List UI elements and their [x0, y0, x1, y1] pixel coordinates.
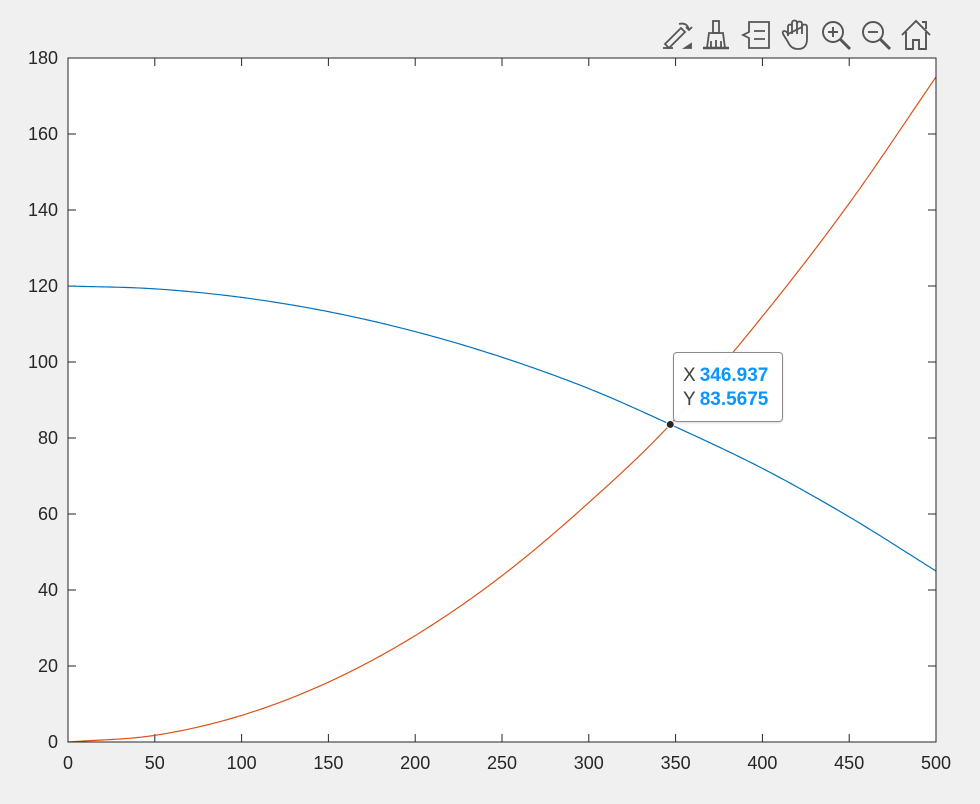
x-tick-label: 500 [921, 753, 951, 773]
y-tick-label: 140 [28, 200, 58, 220]
y-tick-label: 180 [28, 48, 58, 68]
y-tick-label: 0 [48, 732, 58, 752]
y-tick-label: 80 [38, 428, 58, 448]
axes-box [67, 57, 937, 743]
series-line-2[interactable] [67, 76, 937, 743]
zoom-in-button[interactable] [816, 16, 856, 54]
tick-labels: 0 50 100 150 200 250 300 350 400 450 500 0 20 40 60 80 1… [28, 48, 951, 773]
x-tick-label: 450 [834, 753, 864, 773]
x-tick-label: 200 [400, 753, 430, 773]
x-tick-label: 350 [661, 753, 691, 773]
datatip-x-row: X 346.937 [683, 364, 782, 388]
y-tick-label: 100 [28, 352, 58, 372]
series-layer [67, 76, 937, 743]
x-tick-label: 400 [747, 753, 777, 773]
datatip-y-value: 83.5675 [699, 389, 769, 410]
x-tick-label: 0 [63, 753, 73, 773]
edit-plot-icon [663, 22, 693, 50]
brush-icon [703, 20, 729, 50]
datatip[interactable]: X 346.937 Y 83.5675 [673, 352, 783, 422]
home-icon [901, 19, 931, 50]
series-line-1[interactable] [67, 285, 937, 572]
data-cursor-button[interactable] [736, 16, 776, 54]
home-button[interactable] [896, 16, 936, 54]
x-tick-label: 300 [574, 753, 604, 773]
datatip-x-label: X [683, 365, 696, 386]
y-tick-label: 40 [38, 580, 58, 600]
y-tick-label: 120 [28, 276, 58, 296]
datatip-marker[interactable] [665, 419, 675, 429]
y-tick-label: 60 [38, 504, 58, 524]
y-tick-label: 20 [38, 656, 58, 676]
marker-layer [665, 419, 675, 429]
zoom-out-icon [862, 21, 892, 51]
pan-hand-icon [781, 19, 808, 50]
x-tick-label: 250 [487, 753, 517, 773]
x-tick-label: 50 [145, 753, 165, 773]
datatip-y-label: Y [683, 389, 696, 410]
datatip-y-row: Y 83.5675 [683, 388, 782, 412]
zoom-in-icon [822, 21, 852, 51]
edit-plot-button[interactable] [656, 16, 696, 54]
y-tick-label: 160 [28, 124, 58, 144]
data-cursor-icon [740, 21, 770, 49]
x-tick-label: 150 [313, 753, 343, 773]
axes-background [68, 58, 936, 742]
zoom-out-button[interactable] [856, 16, 896, 54]
brush-button[interactable] [696, 16, 736, 54]
pan-button[interactable] [776, 16, 816, 54]
axes-toolbar [656, 16, 936, 54]
x-tick-label: 100 [227, 753, 257, 773]
datatip-x-value: 346.937 [699, 365, 769, 386]
